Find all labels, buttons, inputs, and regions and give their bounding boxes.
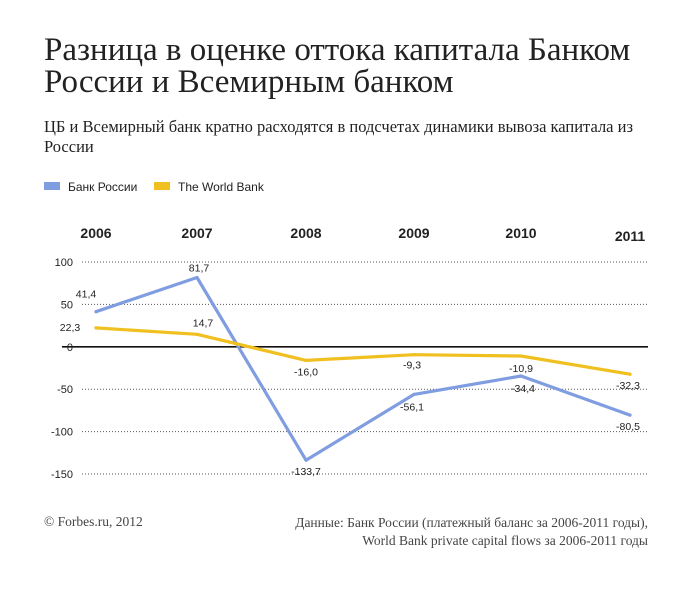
bank-of-russia-data-label-2009: -56,1 (400, 401, 424, 413)
y-tick-label-50: 50 (61, 299, 73, 311)
y-tick-label--150: -150 (51, 469, 73, 481)
data-source-line-1: Данные: Банк России (платежный баланс за… (295, 515, 648, 530)
x-tick-label-2010: 2010 (505, 225, 536, 241)
x-tick-label-2008: 2008 (290, 225, 321, 241)
y-tick-label-100: 100 (55, 257, 73, 269)
bank-of-russia-point-2007 (195, 275, 199, 280)
legend-swatch-world-bank (154, 182, 170, 190)
world-bank-point-2010 (519, 354, 523, 358)
data-source: Данные: Банк России (платежный баланс за… (295, 514, 648, 550)
world-bank-point-2006 (94, 326, 98, 330)
bank-of-russia-data-label-2008: -133,7 (291, 466, 321, 478)
world-bank-data-label-2011: -32,3 (616, 380, 640, 392)
legend-label-bank-of-russia: Банк России (68, 180, 138, 194)
chart-title: Разница в оценке оттока капитала Банком … (44, 32, 631, 100)
series-line-world-bank (94, 326, 632, 376)
world-bank-data-label-2008: -16,0 (294, 366, 318, 378)
bank-of-russia-point-2006 (94, 310, 98, 314)
y-tick-label--50: -50 (57, 384, 73, 396)
bank-of-russia-point-2011 (628, 413, 632, 417)
copyright-credit: © Forbes.ru, 2012 (44, 514, 143, 529)
bank-of-russia-point-2008 (304, 458, 308, 462)
legend-item-bank-of-russia: Банк России (44, 180, 137, 194)
series-line-bank-of-russia (94, 275, 632, 462)
bank-of-russia-point-2009 (412, 392, 416, 396)
world-bank-point-2009 (412, 353, 416, 357)
world-bank-point-2011 (628, 372, 632, 376)
legend-label-world-bank: The World Bank (178, 180, 264, 194)
y-tick-label-0: 0 (67, 342, 73, 354)
x-tick-label-2011: 2011 (615, 228, 646, 244)
bank-of-russia-data-label-2010: -34,4 (511, 383, 535, 395)
chart-subtitle: ЦБ и Всемирный банк кратно расходятся в … (44, 117, 633, 156)
world-bank-data-label-2010: -10,9 (509, 363, 533, 375)
legend-item-world-bank: The World Bank (154, 180, 264, 194)
y-tick-label--100: -100 (51, 427, 73, 439)
world-bank-point-2008 (304, 358, 308, 362)
world-bank-data-label-2007: 14,7 (193, 317, 214, 329)
legend-swatch-bank-of-russia (44, 182, 60, 190)
x-tick-label-2006: 2006 (80, 225, 111, 241)
world-bank-point-2007 (195, 332, 199, 336)
bank-of-russia-data-label-2011: -80,5 (616, 421, 640, 433)
bank-of-russia-data-label-2007: 81,7 (189, 263, 210, 275)
data-source-line-2: World Bank private capital flows за 2006… (362, 533, 648, 548)
bank-of-russia-data-label-2006: 41,4 (76, 289, 97, 301)
world-bank-data-label-2009: -9,3 (403, 360, 421, 372)
bank-of-russia-point-2010 (519, 374, 523, 378)
world-bank-data-label-2006: 22,3 (60, 322, 81, 334)
x-tick-label-2007: 2007 (181, 225, 212, 241)
x-tick-label-2009: 2009 (398, 225, 429, 241)
